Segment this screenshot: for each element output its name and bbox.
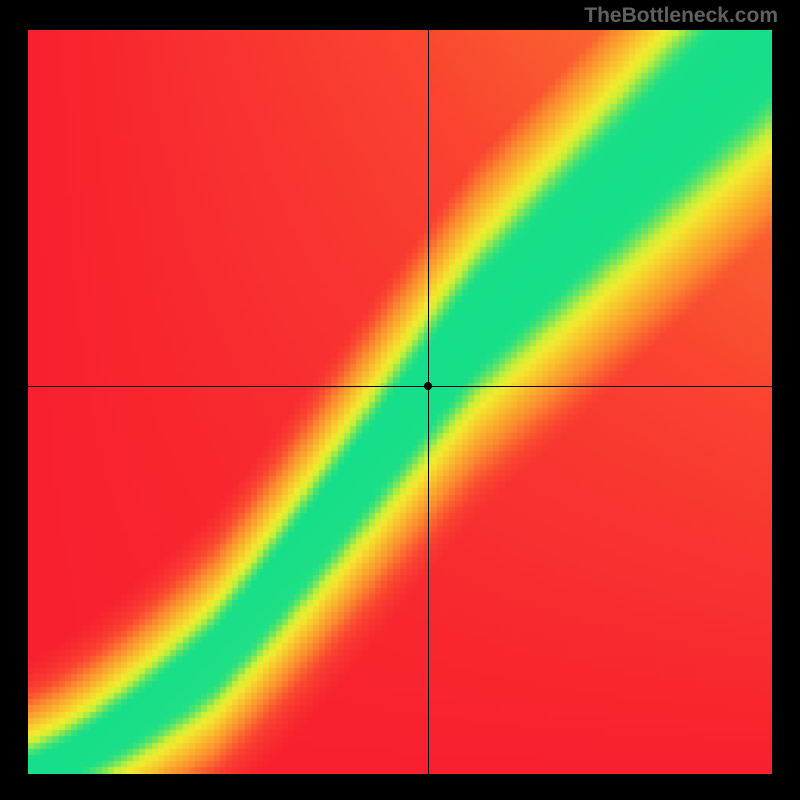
chart-container: TheBottleneck.com (0, 0, 800, 800)
heatmap-canvas (28, 30, 772, 774)
crosshair-horizontal (28, 386, 772, 387)
crosshair-vertical (428, 30, 429, 774)
watermark-text: TheBottleneck.com (584, 4, 778, 28)
